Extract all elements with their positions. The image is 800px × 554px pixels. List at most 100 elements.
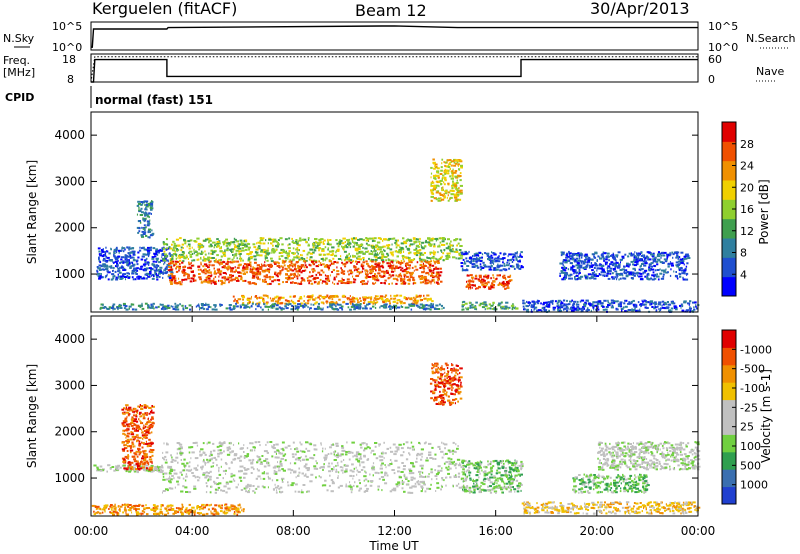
range-gate-cell [500, 301, 503, 304]
range-gate-cell [609, 263, 611, 266]
range-gate-cell [181, 243, 184, 246]
range-gate-cell [430, 237, 434, 240]
range-gate-cell [494, 260, 497, 263]
range-gate-cell [300, 265, 304, 268]
range-gate-cell [505, 306, 508, 309]
range-gate-cell [370, 250, 373, 253]
range-gate-cell [623, 265, 626, 268]
range-gate-cell [302, 258, 305, 261]
range-gate-cell [415, 244, 420, 247]
range-gate-cell [347, 306, 350, 309]
range-gate-cell [127, 465, 129, 468]
range-gate-cell [331, 271, 333, 273]
range-gate-cell [184, 242, 187, 245]
range-gate-cell [420, 246, 424, 249]
range-gate-cell [325, 300, 329, 303]
range-gate-cell [314, 246, 318, 249]
range-gate-cell [481, 253, 484, 256]
range-gate-cell [426, 294, 430, 297]
range-gate-cell [413, 269, 415, 272]
range-gate-cell [284, 260, 287, 263]
range-gate-cell [423, 442, 426, 445]
range-gate-cell [484, 274, 487, 277]
range-gate-cell [355, 237, 357, 240]
range-gate-cell [506, 282, 510, 285]
range-gate-cell [179, 303, 181, 306]
range-gate-cell [412, 278, 415, 281]
range-gate-cell [453, 196, 458, 199]
range-gate-cell [478, 304, 482, 307]
range-gate-cell [296, 251, 298, 254]
range-gate-cell [614, 276, 617, 279]
range-gate-cell [451, 172, 454, 175]
range-gate-cell [438, 185, 440, 188]
range-gate-cell [657, 251, 660, 254]
range-gate-cell [390, 253, 394, 256]
range-gate-cell [164, 253, 168, 256]
range-gate-cell [603, 252, 607, 255]
range-gate-cell [466, 308, 469, 311]
range-gate-cell [209, 237, 211, 240]
range-gate-cell [502, 275, 504, 278]
range-gate-cell [150, 305, 154, 308]
range-gate-cell [458, 163, 460, 166]
range-gate-cell [484, 308, 486, 311]
range-gate-cell [156, 253, 159, 256]
range-gate-cell [403, 269, 406, 271]
range-gate-cell [323, 295, 328, 298]
range-gate-cell [496, 277, 498, 280]
range-gate-cell [170, 272, 174, 275]
range-gate-cell [424, 305, 426, 308]
range-gate-cell [628, 301, 631, 304]
range-gate-cell [380, 305, 384, 308]
range-gate-cell [211, 279, 215, 282]
range-gate-cell [635, 260, 637, 262]
range-gate-cell [321, 282, 323, 285]
range-gate-cell [283, 251, 287, 254]
range-gate-cell [373, 245, 378, 248]
range-gate-cell [188, 247, 191, 250]
range-gate-cell [260, 297, 263, 299]
range-gate-cell [356, 263, 358, 265]
range-gate-cell [157, 265, 160, 267]
range-gate-cell [415, 238, 419, 241]
range-gate-cell [655, 260, 659, 263]
range-gate-cell [501, 307, 504, 310]
range-gate-cell [162, 241, 165, 243]
range-gate-cell [221, 304, 223, 306]
range-gate-cell [447, 238, 450, 241]
range-gate-cell [99, 307, 101, 310]
range-gate-cell [138, 465, 142, 468]
range-gate-cell [247, 243, 251, 246]
range-gate-cell [336, 242, 340, 245]
range-gate-cell [434, 165, 436, 168]
range-gate-cell [300, 297, 303, 300]
range-gate-cell [450, 250, 454, 253]
range-gate-cell [462, 253, 465, 256]
range-gate-cell [117, 259, 119, 262]
range-gate-cell [233, 248, 236, 251]
range-gate-cell [663, 301, 667, 304]
range-gate-cell [366, 296, 369, 299]
y-tick-label: 2000 [54, 221, 85, 235]
range-gate-cell [650, 262, 654, 265]
range-gate-cell [172, 305, 174, 308]
range-gate-cell [319, 262, 322, 265]
range-gate-cell [460, 166, 463, 169]
range-gate-cell [102, 304, 104, 306]
range-gate-cell [349, 481, 351, 484]
range-gate-cell [349, 281, 353, 284]
range-gate-cell [142, 442, 145, 445]
range-gate-cell [596, 302, 600, 305]
range-gate-cell [390, 264, 394, 267]
range-gate-cell [279, 266, 281, 269]
range-gate-cell [146, 224, 150, 227]
range-gate-cell [561, 266, 564, 269]
range-gate-cell [230, 270, 232, 273]
range-gate-cell [401, 267, 404, 270]
range-gate-cell [456, 244, 458, 247]
range-gate-cell [569, 254, 571, 256]
range-gate-cell [406, 271, 409, 273]
range-gate-cell [428, 298, 432, 301]
range-gate-cell [579, 277, 582, 280]
